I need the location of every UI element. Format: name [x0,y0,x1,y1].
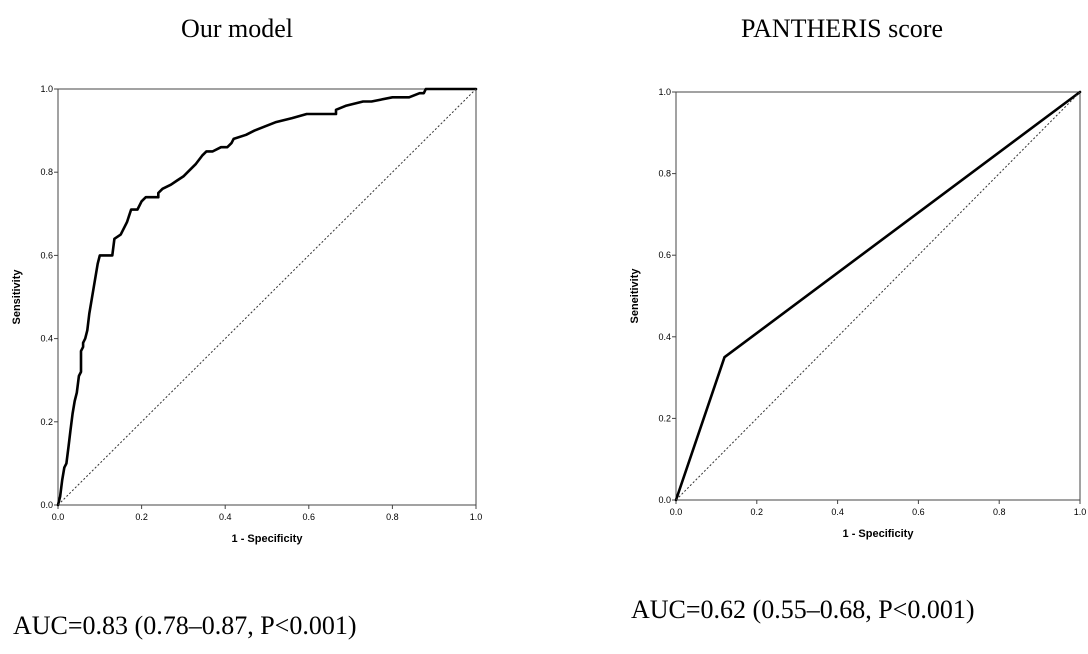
x-tick-label: 1.0 [470,512,483,522]
y-tick-label: 0.4 [658,332,671,342]
roc-curve-line [674,90,1082,502]
y-tick-label: 0.0 [40,500,53,510]
roc-chart-left: 0.0 0.2 0.4 0.6 0.8 1.0 0.0 0.2 0.4 0.6 0.8 1.0 1 - … [11,84,482,545]
chart-title-left: Our model [181,14,293,43]
x-tick-label: 0.4 [831,507,844,517]
y-axis-label: Sensitivity [11,269,23,325]
plot-frame [57,88,477,506]
x-tick-label: 0.8 [386,512,399,522]
y-tick-label: 1.0 [658,87,671,97]
x-tick-label: 0.6 [303,512,316,522]
y-tick-label: 1.0 [40,84,53,94]
x-tick-label: 0.4 [219,512,232,522]
reference-diagonal-line [675,91,1081,501]
chart-title-right: PANTHERIS score [741,14,943,43]
x-tick-label: 0.2 [751,507,764,517]
y-tick-label: 0.8 [40,167,53,177]
plot-frame [675,91,1081,501]
roc-chart-right: 0.0 0.2 0.4 0.6 0.8 1.0 0.0 0.2 0.4 0.6 0.8 1.0 1 - … [629,87,1086,540]
y-tick-label: 0.0 [658,495,671,505]
x-tick-label: 0.0 [52,512,65,522]
y-tick-label: 0.2 [40,417,53,427]
auc-caption-right: AUC=0.62 (0.55–0.68, P<0.001) [631,595,975,624]
y-tick-label: 0.2 [658,413,671,423]
y-axis-label: Seneitivity [629,268,641,324]
y-tick-label: 0.8 [658,169,671,179]
x-tick-label: 0.0 [670,507,683,517]
y-tick-label: 0.4 [40,334,53,344]
x-axis-label: 1 - Specificity [232,533,304,545]
y-tick-label: 0.6 [40,250,53,260]
roc-curve-line [56,87,478,507]
x-axis-label: 1 - Specificity [843,528,915,540]
reference-diagonal-line [57,88,477,506]
x-tick-label: 1.0 [1074,507,1087,517]
x-tick-label: 0.2 [135,512,148,522]
x-tick-label: 0.6 [912,507,925,517]
y-tick-label: 0.6 [658,250,671,260]
x-tick-label: 0.8 [993,507,1006,517]
auc-caption-left: AUC=0.83 (0.78–0.87, P<0.001) [13,611,357,640]
